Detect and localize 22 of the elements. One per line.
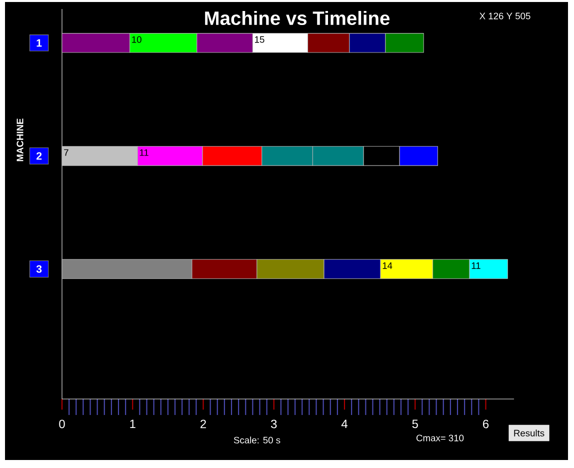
x-tick-label: 3: [271, 420, 277, 428]
x-tick-label: 2: [200, 420, 206, 428]
x-tick-label: 1: [130, 420, 136, 428]
y-tick-label: 3: [36, 265, 42, 273]
x-tick-label: 4: [341, 420, 348, 428]
x-tick-label: 0: [59, 420, 65, 428]
annotation: 11: [472, 262, 480, 269]
annotation: 14: [382, 262, 392, 269]
annotation: 10: [132, 36, 142, 43]
chart-title: Machine vs Timeline: [205, 10, 390, 26]
y-tick-label: 2: [36, 152, 42, 160]
text: Results: [514, 430, 544, 436]
annotation: 7: [64, 149, 68, 156]
annotation: X 126 Y 505: [480, 12, 530, 20]
text: Cmax= 310: [416, 434, 464, 442]
x-tick-label: 6: [483, 420, 489, 428]
y-axis-title: MACHINE: [16, 118, 24, 162]
x-axis-title: Scale: 50 s: [234, 436, 280, 444]
annotation: 11: [140, 149, 148, 156]
annotation: 15: [255, 36, 264, 43]
y-tick-label: 1: [36, 39, 42, 47]
x-tick-label: 5: [412, 420, 418, 428]
